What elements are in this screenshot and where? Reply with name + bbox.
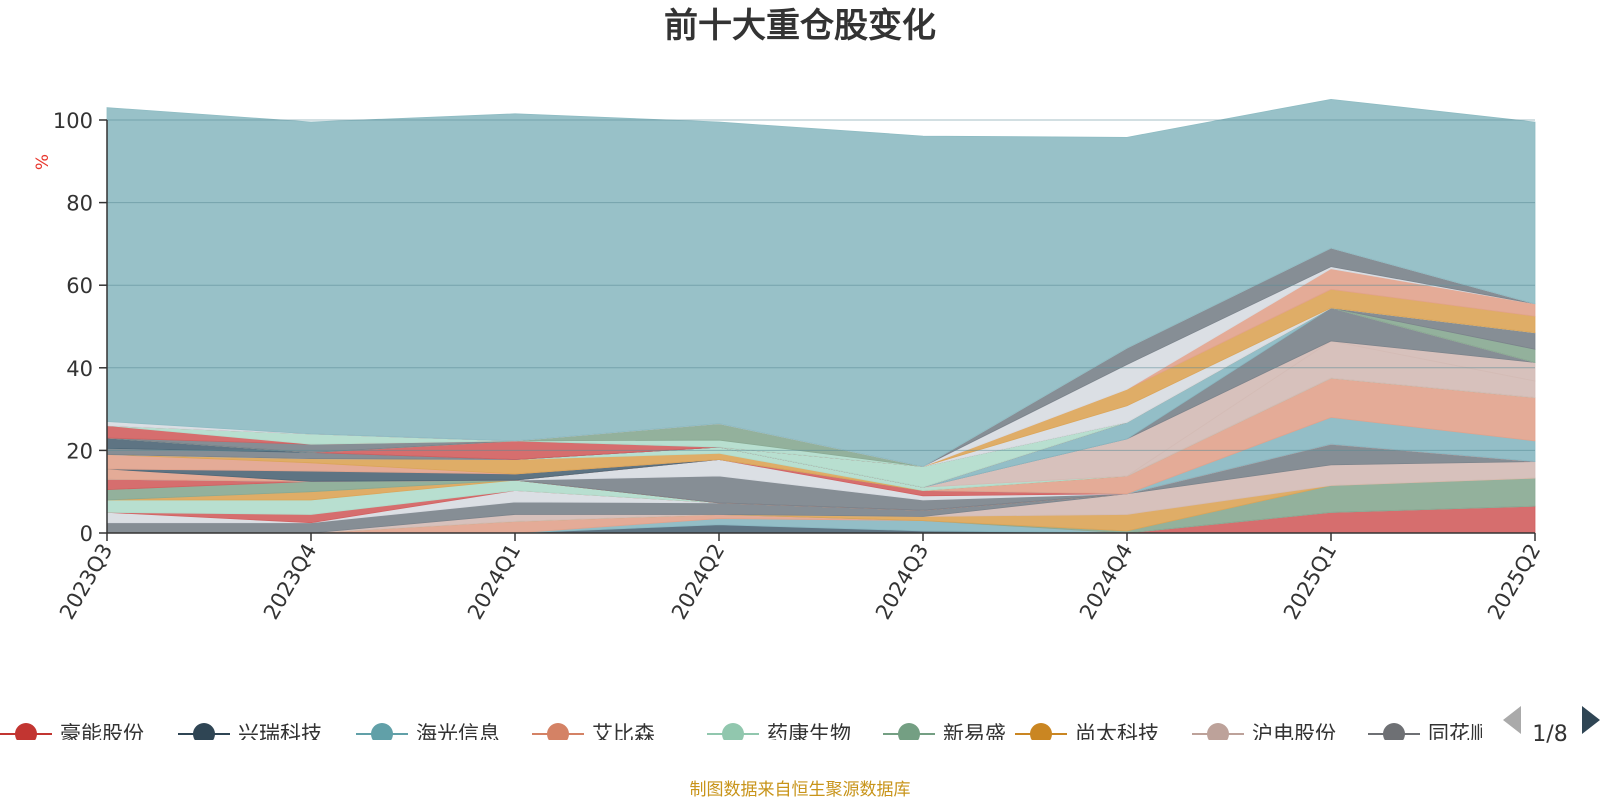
legend-marker-icon <box>15 723 37 740</box>
legend-pager[interactable]: 1/8 <box>1503 706 1600 747</box>
area-series-band-42 <box>106 98 1536 467</box>
legend[interactable]: 豪能股份 兴瑞科技 海光信息 艾比森 药康生物 新易盛 尚太科技 沪电股份 同花顺 <box>0 722 1491 746</box>
legend-marker-icon <box>547 723 569 740</box>
legend-items: 豪能股份 兴瑞科技 海光信息 艾比森 药康生物 新易盛 尚太科技 沪电股份 同花顺 <box>0 722 1491 746</box>
gridlines <box>107 119 1535 451</box>
legend-marker-icon <box>1207 723 1229 740</box>
y-tick-label: 20 <box>66 439 93 463</box>
x-tick-label: 2024Q4 <box>1075 540 1137 624</box>
legend-label: 新易盛 <box>943 722 1006 746</box>
legend-marker-icon <box>898 723 920 740</box>
legend-marker-icon <box>193 723 215 740</box>
y-tick-label: 0 <box>80 522 93 546</box>
prev-page-arrow-icon[interactable] <box>1503 706 1521 734</box>
x-tick-label: 2024Q3 <box>871 540 933 624</box>
y-tick-label: 60 <box>66 274 93 298</box>
legend-item[interactable]: 兴瑞科技 <box>178 722 322 746</box>
legend-marker-icon <box>722 723 744 740</box>
legend-marker-icon <box>1030 723 1052 740</box>
chart-title: 前十大重仓股变化 <box>664 6 936 46</box>
legend-item[interactable]: 药康生物 <box>707 722 851 746</box>
y-tick-label: 40 <box>66 357 93 381</box>
data-source-note: 制图数据来自恒生聚源数据库 <box>690 780 911 800</box>
y-axis-label: % <box>33 154 53 170</box>
y-tick-label: 100 <box>53 109 93 133</box>
legend-item[interactable]: 豪能股份 <box>0 722 144 746</box>
legend-item[interactable]: 新易盛 <box>883 722 1006 746</box>
legend-label: 海光信息 <box>416 722 500 746</box>
legend-item[interactable]: 海光信息 <box>356 722 500 746</box>
legend-item[interactable]: 沪电股份 <box>1192 722 1336 746</box>
legend-label: 豪能股份 <box>60 722 144 746</box>
legend-marker-icon <box>1383 723 1405 740</box>
legend-label: 兴瑞科技 <box>238 722 322 746</box>
y-tick-label: 80 <box>66 192 93 216</box>
legend-item[interactable]: 同花顺 <box>1368 722 1491 746</box>
x-tick-label: 2025Q2 <box>1483 540 1545 624</box>
legend-label: 同花顺 <box>1428 722 1491 746</box>
x-tick-label: 2023Q3 <box>55 540 117 624</box>
legend-label: 艾比森 <box>592 722 655 746</box>
legend-page-indicator: 1/8 <box>1532 722 1567 747</box>
legend-item[interactable]: 尚太科技 <box>1015 722 1159 746</box>
legend-label: 药康生物 <box>767 722 851 746</box>
legend-marker-icon <box>371 723 393 740</box>
next-page-arrow-icon[interactable] <box>1582 706 1600 734</box>
legend-item[interactable]: 艾比森 <box>532 722 655 746</box>
x-tick-label: 2024Q2 <box>667 540 729 624</box>
x-tick-label: 2024Q1 <box>463 540 525 624</box>
area-series-group <box>106 98 1536 534</box>
legend-label: 尚太科技 <box>1075 722 1159 746</box>
x-tick-label: 2025Q1 <box>1279 540 1341 624</box>
legend-label: 沪电股份 <box>1252 722 1336 746</box>
x-tick-label: 2023Q4 <box>259 540 321 624</box>
